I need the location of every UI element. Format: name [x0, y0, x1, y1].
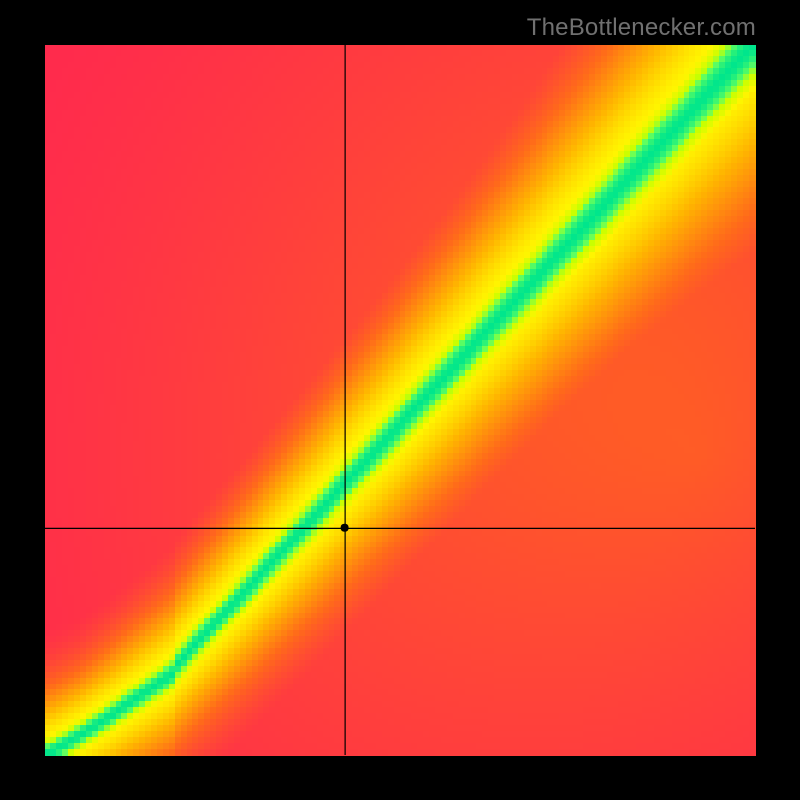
chart-container: { "heatmap": { "type": "heatmap", "canva…	[0, 0, 800, 800]
bottleneck-heatmap	[0, 0, 800, 800]
watermark-text: TheBottlenecker.com	[527, 14, 756, 42]
